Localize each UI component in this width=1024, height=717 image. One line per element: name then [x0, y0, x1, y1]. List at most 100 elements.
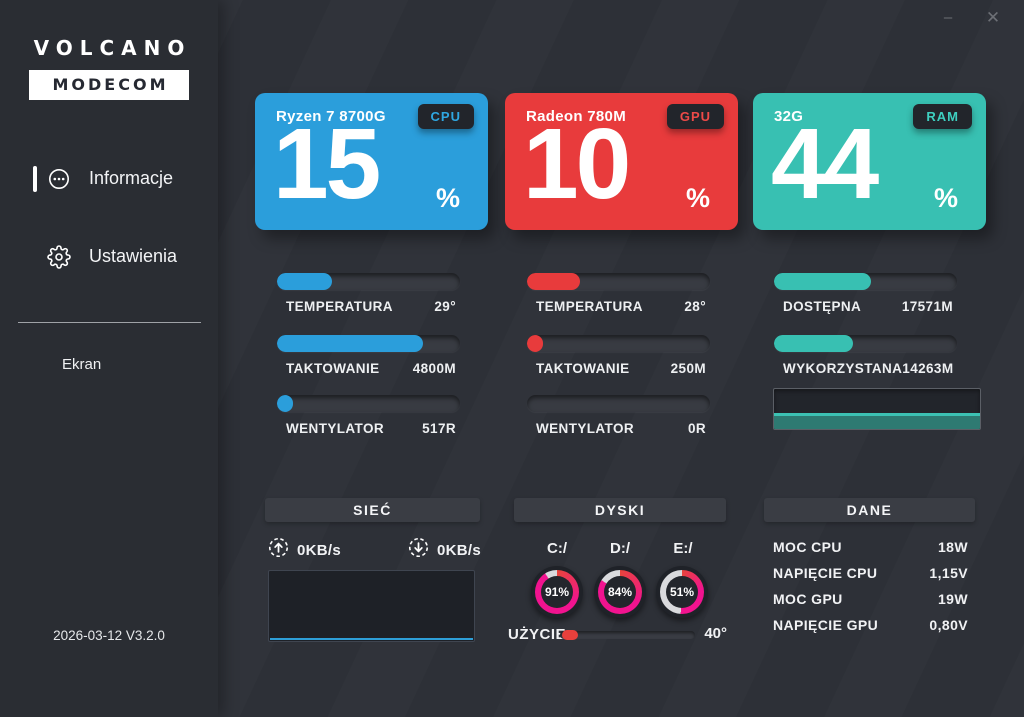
disk-ring: 51%: [660, 570, 704, 614]
cpu-badge: CPU: [417, 104, 474, 129]
meter-value: 29°: [434, 299, 456, 314]
cpu-usage-unit: %: [435, 183, 460, 213]
meter-value: 17571M: [901, 299, 953, 314]
progress-track: [527, 273, 710, 290]
disk-label-e: E:/: [673, 540, 693, 557]
ram-usage-value: 44: [771, 108, 879, 220]
gear-icon: [47, 245, 71, 269]
progress-track: [774, 335, 957, 352]
active-indicator: [33, 166, 37, 192]
cpu-fan-meter: WENTYLATOR 517R: [277, 395, 460, 436]
progress-fill: [527, 273, 581, 290]
meter-value: 4800M: [412, 361, 456, 376]
meter-value: 0R: [687, 421, 706, 436]
progress-track: [277, 335, 460, 352]
disk-percent: 84%: [604, 576, 636, 608]
data-section-header: DANE: [764, 498, 975, 522]
disk-gauge-e: 51%: [656, 566, 708, 618]
gpu-clock-meter: TAKTOWANIE 250M: [527, 335, 710, 376]
close-button[interactable]: ✕: [985, 8, 1001, 27]
sidebar-divider: [18, 322, 201, 323]
usage-slider-thumb[interactable]: [562, 630, 578, 640]
ram-graph-area: [774, 413, 980, 429]
minimize-button[interactable]: –: [943, 9, 953, 26]
version-text: 2026-03-12 V3.2.0: [53, 628, 165, 643]
gpu-badge: GPU: [666, 104, 724, 129]
meter-value: 14263M: [902, 361, 954, 376]
disk-gauge-d: 84%: [594, 566, 646, 618]
data-label: NAPIĘCIE CPU: [773, 565, 878, 581]
download-arrow-icon: [408, 537, 429, 563]
meter-label: DOSTĘPNA: [783, 299, 862, 314]
gpu-temperature-meter: TEMPERATURA 28°: [527, 273, 710, 314]
upload-speed: 0KB/s: [297, 541, 342, 559]
cpu-clock-meter: TAKTOWANIE 4800M: [277, 335, 460, 376]
data-label: MOC CPU: [773, 539, 842, 555]
meter-value: 28°: [684, 299, 706, 314]
ram-card: 32G RAM 44 %: [753, 93, 986, 230]
progress-fill: [774, 335, 853, 352]
ram-history-graph: [773, 388, 981, 430]
logo-modecom-badge: MODECOM: [29, 70, 189, 100]
network-graph-baseline: [270, 638, 473, 640]
progress-fill: [277, 335, 424, 352]
data-row-napiecie-gpu: NAPIĘCIE GPU 0,80V: [773, 618, 968, 632]
progress-track: [277, 273, 460, 290]
download-speed: 0KB/s: [437, 541, 482, 559]
disk-gauge-c: 91%: [531, 566, 583, 618]
gpu-usage-unit: %: [685, 183, 710, 213]
data-value: 0,80V: [929, 617, 968, 633]
ram-available-meter: DOSTĘPNA 17571M: [774, 273, 957, 314]
data-value: 18W: [938, 539, 968, 555]
meter-label: WENTYLATOR: [286, 421, 384, 436]
progress-track: [527, 335, 710, 352]
disk-label-c: C:/: [547, 540, 567, 557]
data-value: 19W: [938, 591, 968, 607]
network-history-graph: [268, 570, 475, 642]
cpu-name: Ryzen 7 8700G: [276, 108, 386, 125]
disk-ring: 91%: [535, 570, 579, 614]
meter-label: TAKTOWANIE: [286, 361, 380, 376]
network-section-header: SIEĆ: [265, 498, 480, 522]
progress-track: [527, 395, 710, 412]
disk-percent: 91%: [541, 576, 573, 608]
ram-usage-unit: %: [933, 183, 958, 213]
ram-graph-line: [774, 413, 980, 416]
upload-arrow-icon: [268, 537, 289, 563]
meter-value: 517R: [422, 421, 456, 436]
progress-fill: [527, 335, 544, 352]
progress-fill: [277, 395, 294, 412]
data-value: 1,15V: [929, 565, 968, 581]
meter-label: TAKTOWANIE: [536, 361, 630, 376]
usage-label: UŻYCIE: [508, 626, 567, 643]
disks-section-header: DYSKI: [514, 498, 726, 522]
progress-track: [774, 273, 957, 290]
sidebar-item-label: Informacje: [89, 168, 174, 188]
progress-track: [277, 395, 460, 412]
cpu-usage-value: 15: [273, 108, 381, 220]
meter-label: WYKORZYSTANA: [783, 361, 903, 376]
gpu-usage-value: 10: [523, 108, 631, 220]
progress-fill: [774, 273, 871, 290]
data-row-napiecie-cpu: NAPIĘCIE CPU 1,15V: [773, 566, 968, 580]
data-panel: MOC CPU 18W NAPIĘCIE CPU 1,15V MOC GPU 1…: [773, 540, 968, 644]
sidebar-item-ustawienia[interactable]: Ustawienia: [0, 241, 218, 273]
usage-slider[interactable]: [560, 630, 695, 640]
progress-fill: [277, 273, 332, 290]
meter-label: TEMPERATURA: [536, 299, 643, 314]
disk-percent: 51%: [666, 576, 698, 608]
data-label: NAPIĘCIE GPU: [773, 617, 879, 633]
ram-badge: RAM: [913, 104, 972, 129]
cpu-card: Ryzen 7 8700G CPU 15 %: [255, 93, 488, 230]
ram-used-meter: WYKORZYSTANA 14263M: [774, 335, 957, 376]
usage-value: 40°: [704, 625, 727, 642]
sidebar: VOLCANO MODECOM Informacje Ustawienia Ek…: [0, 0, 218, 717]
gpu-card: Radeon 780M GPU 10 %: [505, 93, 738, 230]
disk-ring: 84%: [598, 570, 642, 614]
data-row-moc-gpu: MOC GPU 19W: [773, 592, 968, 606]
sidebar-item-informacje[interactable]: Informacje: [0, 163, 218, 195]
gpu-fan-meter: WENTYLATOR 0R: [527, 395, 710, 436]
cpu-temperature-meter: TEMPERATURA 29°: [277, 273, 460, 314]
meter-value: 250M: [670, 361, 706, 376]
meter-label: WENTYLATOR: [536, 421, 634, 436]
